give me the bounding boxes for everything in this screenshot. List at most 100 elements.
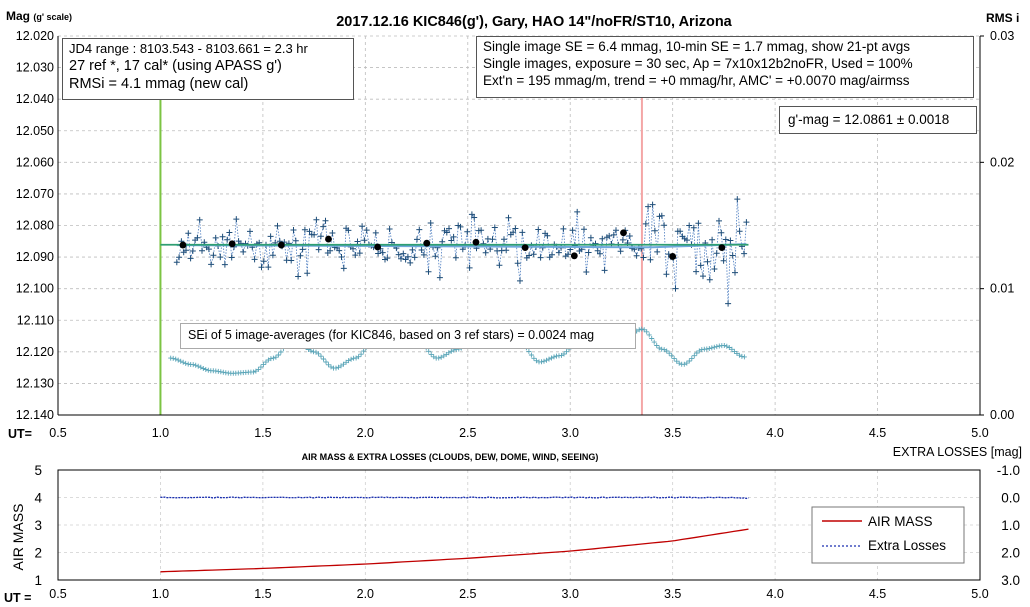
data-point-plus — [274, 222, 281, 229]
data-point-plus — [290, 227, 297, 233]
top-axes: 12.020 12.030 12.040 12.050 12.060 12.070 12.0… — [16, 29, 1015, 440]
data-point-plus — [526, 252, 533, 259]
bottom-x-tick-label: 4.5 — [869, 587, 886, 601]
rms-point — [316, 351, 321, 357]
data-point-plus — [322, 217, 329, 224]
y2-tick-label: 0.00 — [990, 408, 1014, 422]
y-tick-label: 12.080 — [16, 219, 54, 233]
rms-point — [321, 356, 326, 362]
x-tick-label: 1.5 — [254, 426, 271, 440]
rms-point — [255, 366, 261, 372]
extra-losses-label: EXTRA LOSSES [mag] — [893, 445, 1022, 459]
bottom-y-tick-label: 1 — [34, 573, 42, 588]
data-point-plus — [411, 254, 418, 261]
data-point-plus — [196, 216, 203, 223]
data-point-plus — [491, 224, 498, 231]
x-tick-label: 5.0 — [971, 426, 988, 440]
data-point-plus — [420, 251, 427, 258]
data-point-plus — [414, 236, 420, 243]
rms-point — [361, 348, 367, 354]
rms-point — [706, 346, 712, 351]
data-point-plus — [260, 258, 267, 265]
rms-point — [195, 363, 201, 369]
data-point-plus — [210, 252, 217, 259]
data-point-plus — [217, 254, 224, 261]
data-point-plus — [356, 250, 363, 257]
rms-point — [689, 355, 695, 361]
y-tick-label: 12.110 — [17, 313, 54, 327]
x-tick-label: 3.0 — [562, 426, 579, 440]
average-point — [228, 240, 236, 248]
data-point-plus — [743, 219, 750, 226]
data-point-plus — [503, 247, 510, 254]
rms-point — [358, 351, 364, 357]
data-point-plus — [194, 234, 201, 241]
data-point-plus — [265, 264, 272, 271]
data-point-plus — [288, 257, 295, 264]
data-point-plus — [709, 236, 716, 243]
data-point-plus — [221, 261, 228, 268]
bottom-title: AIR MASS & EXTRA LOSSES (CLOUDS, DEW, DO… — [302, 452, 599, 462]
data-point-plus — [409, 246, 416, 253]
data-point-plus — [295, 273, 302, 280]
rms-point — [739, 353, 745, 359]
rms-point — [691, 353, 697, 359]
average-point — [521, 244, 529, 252]
rms-point — [348, 356, 354, 362]
data-point-plus — [183, 247, 189, 254]
rms-point — [428, 351, 434, 357]
data-point-plus — [269, 252, 276, 259]
data-point-plus — [404, 253, 411, 260]
data-point-plus — [599, 235, 606, 242]
rms-point — [736, 352, 742, 358]
rms-point — [323, 359, 329, 365]
data-point-plus — [425, 268, 432, 275]
gmag-box: g'-mag = 12.0861 ± 0.0018 — [779, 106, 977, 134]
info-left-line-1: JD4 range : 8103.543 - 8103.661 = 2.3 hr — [69, 41, 308, 56]
data-point-plus — [736, 228, 743, 235]
data-point-plus — [384, 255, 391, 262]
data-point-plus — [505, 214, 512, 221]
rms-point — [714, 344, 720, 350]
data-point-plus — [400, 250, 407, 257]
data-point-plus — [512, 225, 519, 232]
rms-point — [656, 345, 662, 351]
y-tick-label: 12.050 — [16, 124, 54, 138]
rms-point — [646, 332, 652, 338]
average-point — [718, 244, 726, 252]
rms-point — [669, 353, 675, 359]
data-point-plus — [482, 249, 489, 256]
y-tick-label: 12.100 — [16, 282, 54, 296]
data-point-plus — [654, 248, 661, 255]
data-point-plus — [587, 234, 594, 241]
bottom-y2-tick-label: 0.0 — [1001, 491, 1020, 506]
data-point-plus — [727, 237, 734, 244]
data-point-plus — [606, 232, 613, 239]
data-point-plus — [704, 258, 711, 265]
rms-point — [270, 355, 276, 361]
data-point-plus — [247, 228, 253, 235]
legend: AIR MASS Extra Losses — [811, 506, 965, 564]
x-tick-label: 1.0 — [152, 426, 169, 440]
data-point-plus — [544, 232, 551, 239]
rms-point — [721, 343, 727, 348]
average-point — [472, 238, 480, 246]
data-point-plus — [173, 259, 180, 266]
data-point-plus — [452, 254, 459, 261]
data-point-plus — [519, 229, 526, 236]
rms-point — [561, 351, 567, 357]
data-point-plus — [267, 233, 274, 240]
rms-point — [546, 356, 552, 362]
data-point-plus — [697, 262, 704, 269]
data-point-plus — [720, 257, 727, 264]
info-right-line-2: Single images, exposure = 30 sec, Ap = 7… — [483, 55, 913, 71]
bottom-y-tick-label: 4 — [34, 491, 42, 506]
data-point-plus — [642, 220, 649, 227]
rms-point — [726, 345, 732, 350]
rms-point — [328, 364, 334, 370]
rms-point — [636, 327, 642, 333]
data-point-plus — [501, 236, 507, 243]
rms-point — [308, 348, 314, 354]
rms-point — [544, 357, 549, 363]
rms-point — [341, 361, 346, 367]
